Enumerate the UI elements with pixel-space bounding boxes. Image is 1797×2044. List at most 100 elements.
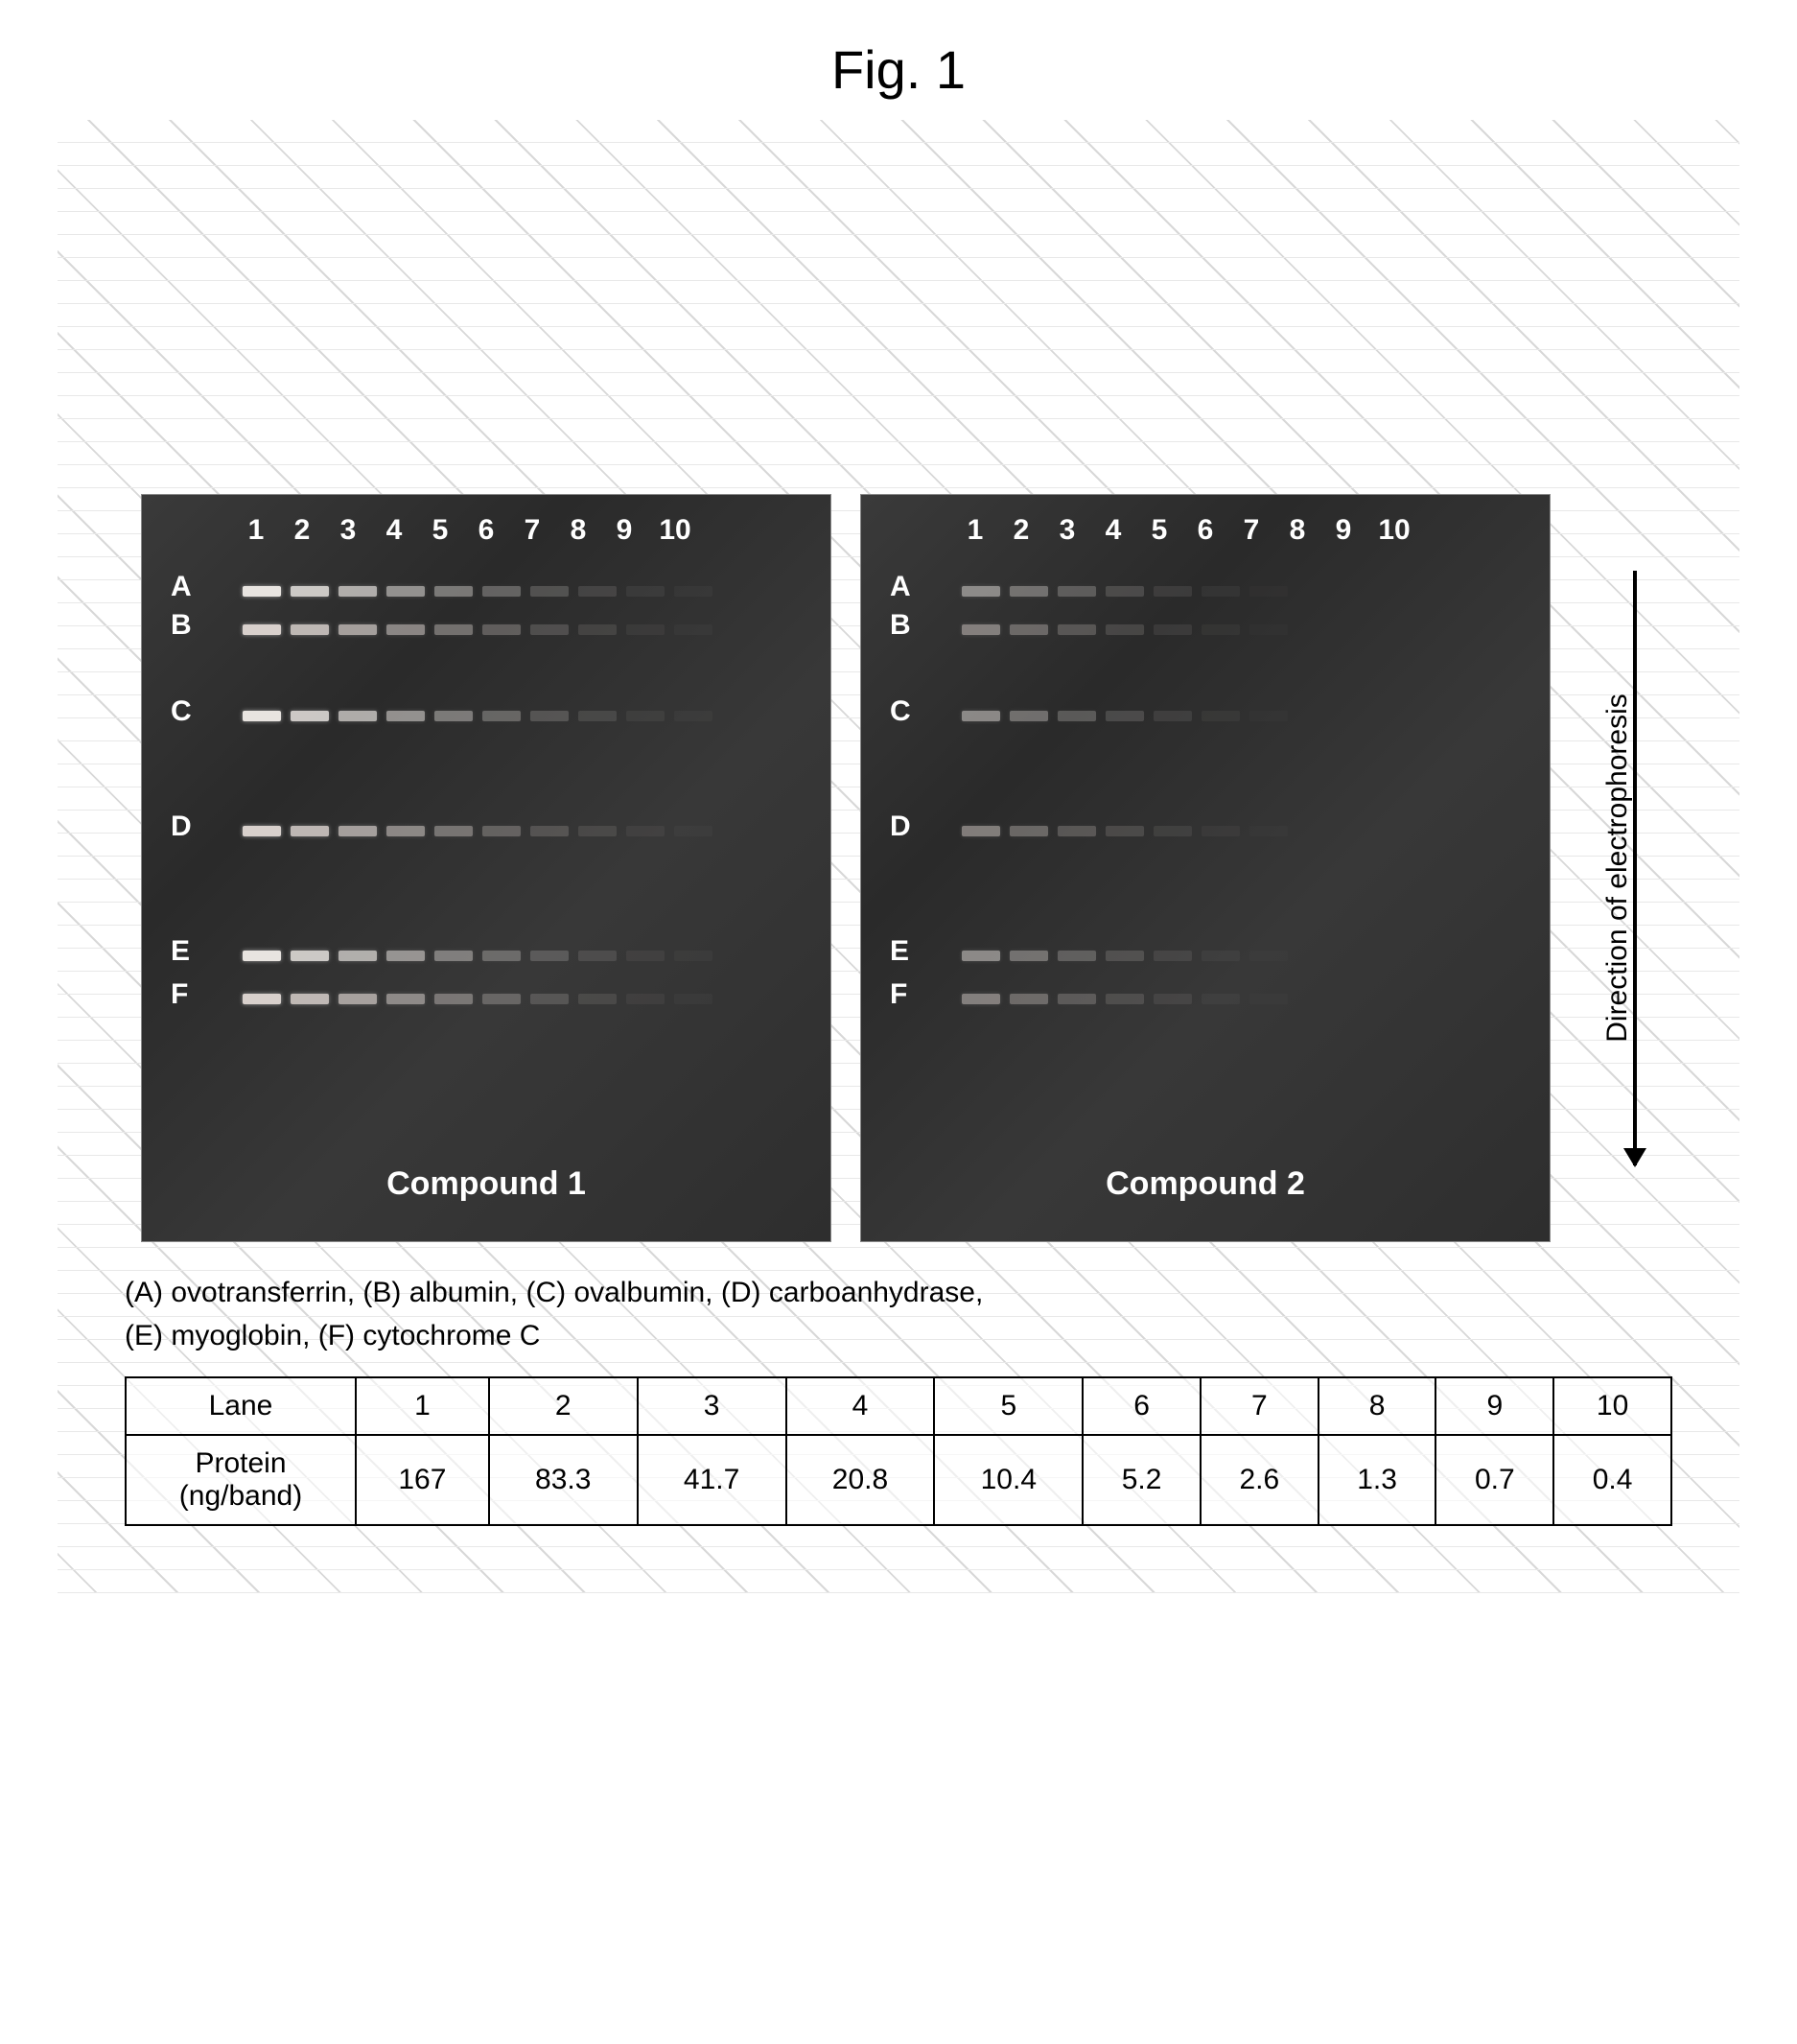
gel-band [578, 624, 617, 635]
gel-band [1154, 586, 1192, 597]
gel-band [530, 951, 569, 961]
figure-title: Fig. 1 [58, 38, 1739, 101]
gel-band [482, 951, 521, 961]
gel-band [674, 951, 712, 961]
row-letter: E [171, 935, 190, 968]
gel-band [674, 586, 712, 597]
table-cell: 7 [1201, 1377, 1319, 1435]
protein-concentration-table: Lane 1 2 3 4 5 6 7 8 9 10 Protein (ng/ba… [125, 1376, 1672, 1526]
gel-panel-compound-1: 12345678910 Compound 1 ABCDEF [141, 494, 831, 1242]
gel-band [626, 711, 665, 721]
gel-band [1058, 951, 1096, 961]
legend-line-1: (A) ovotransferrin, (B) albumin, (C) ova… [125, 1277, 983, 1308]
gel-band [962, 711, 1000, 721]
table-cell: 41.7 [638, 1435, 786, 1525]
compound-2-label: Compound 2 [1106, 1165, 1305, 1203]
gel-band [1154, 994, 1192, 1004]
gel-band [1058, 624, 1096, 635]
gel-band [1202, 951, 1240, 961]
spacer [58, 129, 1739, 494]
lane-number: 3 [325, 514, 371, 547]
lane-number: 2 [279, 514, 325, 547]
gel-band [1058, 826, 1096, 836]
lane-number: 5 [1136, 514, 1182, 547]
gel-band [338, 994, 377, 1004]
gel-band [291, 826, 329, 836]
gel-band [386, 586, 425, 597]
gel-band [674, 711, 712, 721]
table-cell: 4 [786, 1377, 935, 1435]
legend-line-2: (E) myoglobin, (F) cytochrome C [125, 1320, 540, 1351]
row-letter: D [171, 811, 192, 843]
row-letter: C [171, 695, 192, 728]
gel-band [578, 826, 617, 836]
gel-band [386, 994, 425, 1004]
table-cell: 5.2 [1083, 1435, 1201, 1525]
gel-band [962, 586, 1000, 597]
lane-number: 2 [998, 514, 1044, 547]
gel-band [1249, 711, 1288, 721]
gel-panels-row: 12345678910 Compound 1 ABCDEF 1234567891… [58, 494, 1739, 1242]
gel-band [386, 624, 425, 635]
gel-band [434, 624, 473, 635]
row-letter: B [890, 609, 911, 642]
gel-band [482, 711, 521, 721]
gel-band [530, 711, 569, 721]
protein-header-cell: Protein (ng/band) [126, 1435, 356, 1525]
gel-band [482, 994, 521, 1004]
gel-band [674, 826, 712, 836]
gel-band [626, 951, 665, 961]
gel-band [338, 711, 377, 721]
gel-band [1010, 586, 1048, 597]
gel-band [434, 711, 473, 721]
gel-band [674, 624, 712, 635]
row-letter: F [890, 978, 907, 1011]
table-cell: 5 [934, 1377, 1083, 1435]
gel-band [578, 586, 617, 597]
gel-band [962, 624, 1000, 635]
gel-band [1202, 711, 1240, 721]
gel-band [578, 711, 617, 721]
gel-band [338, 624, 377, 635]
lane-number: 8 [1274, 514, 1320, 547]
gel-band [434, 586, 473, 597]
gel-band [482, 624, 521, 635]
lane-number: 10 [647, 514, 703, 547]
row-letter: A [890, 571, 911, 603]
direction-label: Direction of electrophoresis [1601, 693, 1634, 1043]
gel-band [1154, 624, 1192, 635]
gel-band [243, 624, 281, 635]
gel-band [530, 586, 569, 597]
gel-band [1249, 826, 1288, 836]
gel-band [626, 826, 665, 836]
table-cell: 0.7 [1435, 1435, 1553, 1525]
gel-band [1106, 994, 1144, 1004]
gel-band [578, 994, 617, 1004]
gel-band [1154, 711, 1192, 721]
lane-number: 7 [509, 514, 555, 547]
gel-band [1154, 951, 1192, 961]
gel-band [1106, 826, 1144, 836]
lane-number: 9 [1320, 514, 1366, 547]
gel-band [530, 624, 569, 635]
gel-band [434, 951, 473, 961]
table-cell: 2.6 [1201, 1435, 1319, 1525]
gel-band [1058, 586, 1096, 597]
gel-band [243, 586, 281, 597]
gel-band [962, 951, 1000, 961]
gel-band [530, 826, 569, 836]
gel-band [482, 586, 521, 597]
gel-band [243, 994, 281, 1004]
table-cell: 0.4 [1553, 1435, 1671, 1525]
lane-number: 7 [1228, 514, 1274, 547]
gel-band [578, 951, 617, 961]
gel-band [1249, 586, 1288, 597]
gel-band [1202, 826, 1240, 836]
lane-numbers-panel-2: 12345678910 [952, 514, 1422, 547]
row-letter: D [890, 811, 911, 843]
gel-band [291, 624, 329, 635]
gel-band [1010, 624, 1048, 635]
lane-header-cell: Lane [126, 1377, 356, 1435]
gel-band [530, 994, 569, 1004]
table-cell: 9 [1435, 1377, 1553, 1435]
